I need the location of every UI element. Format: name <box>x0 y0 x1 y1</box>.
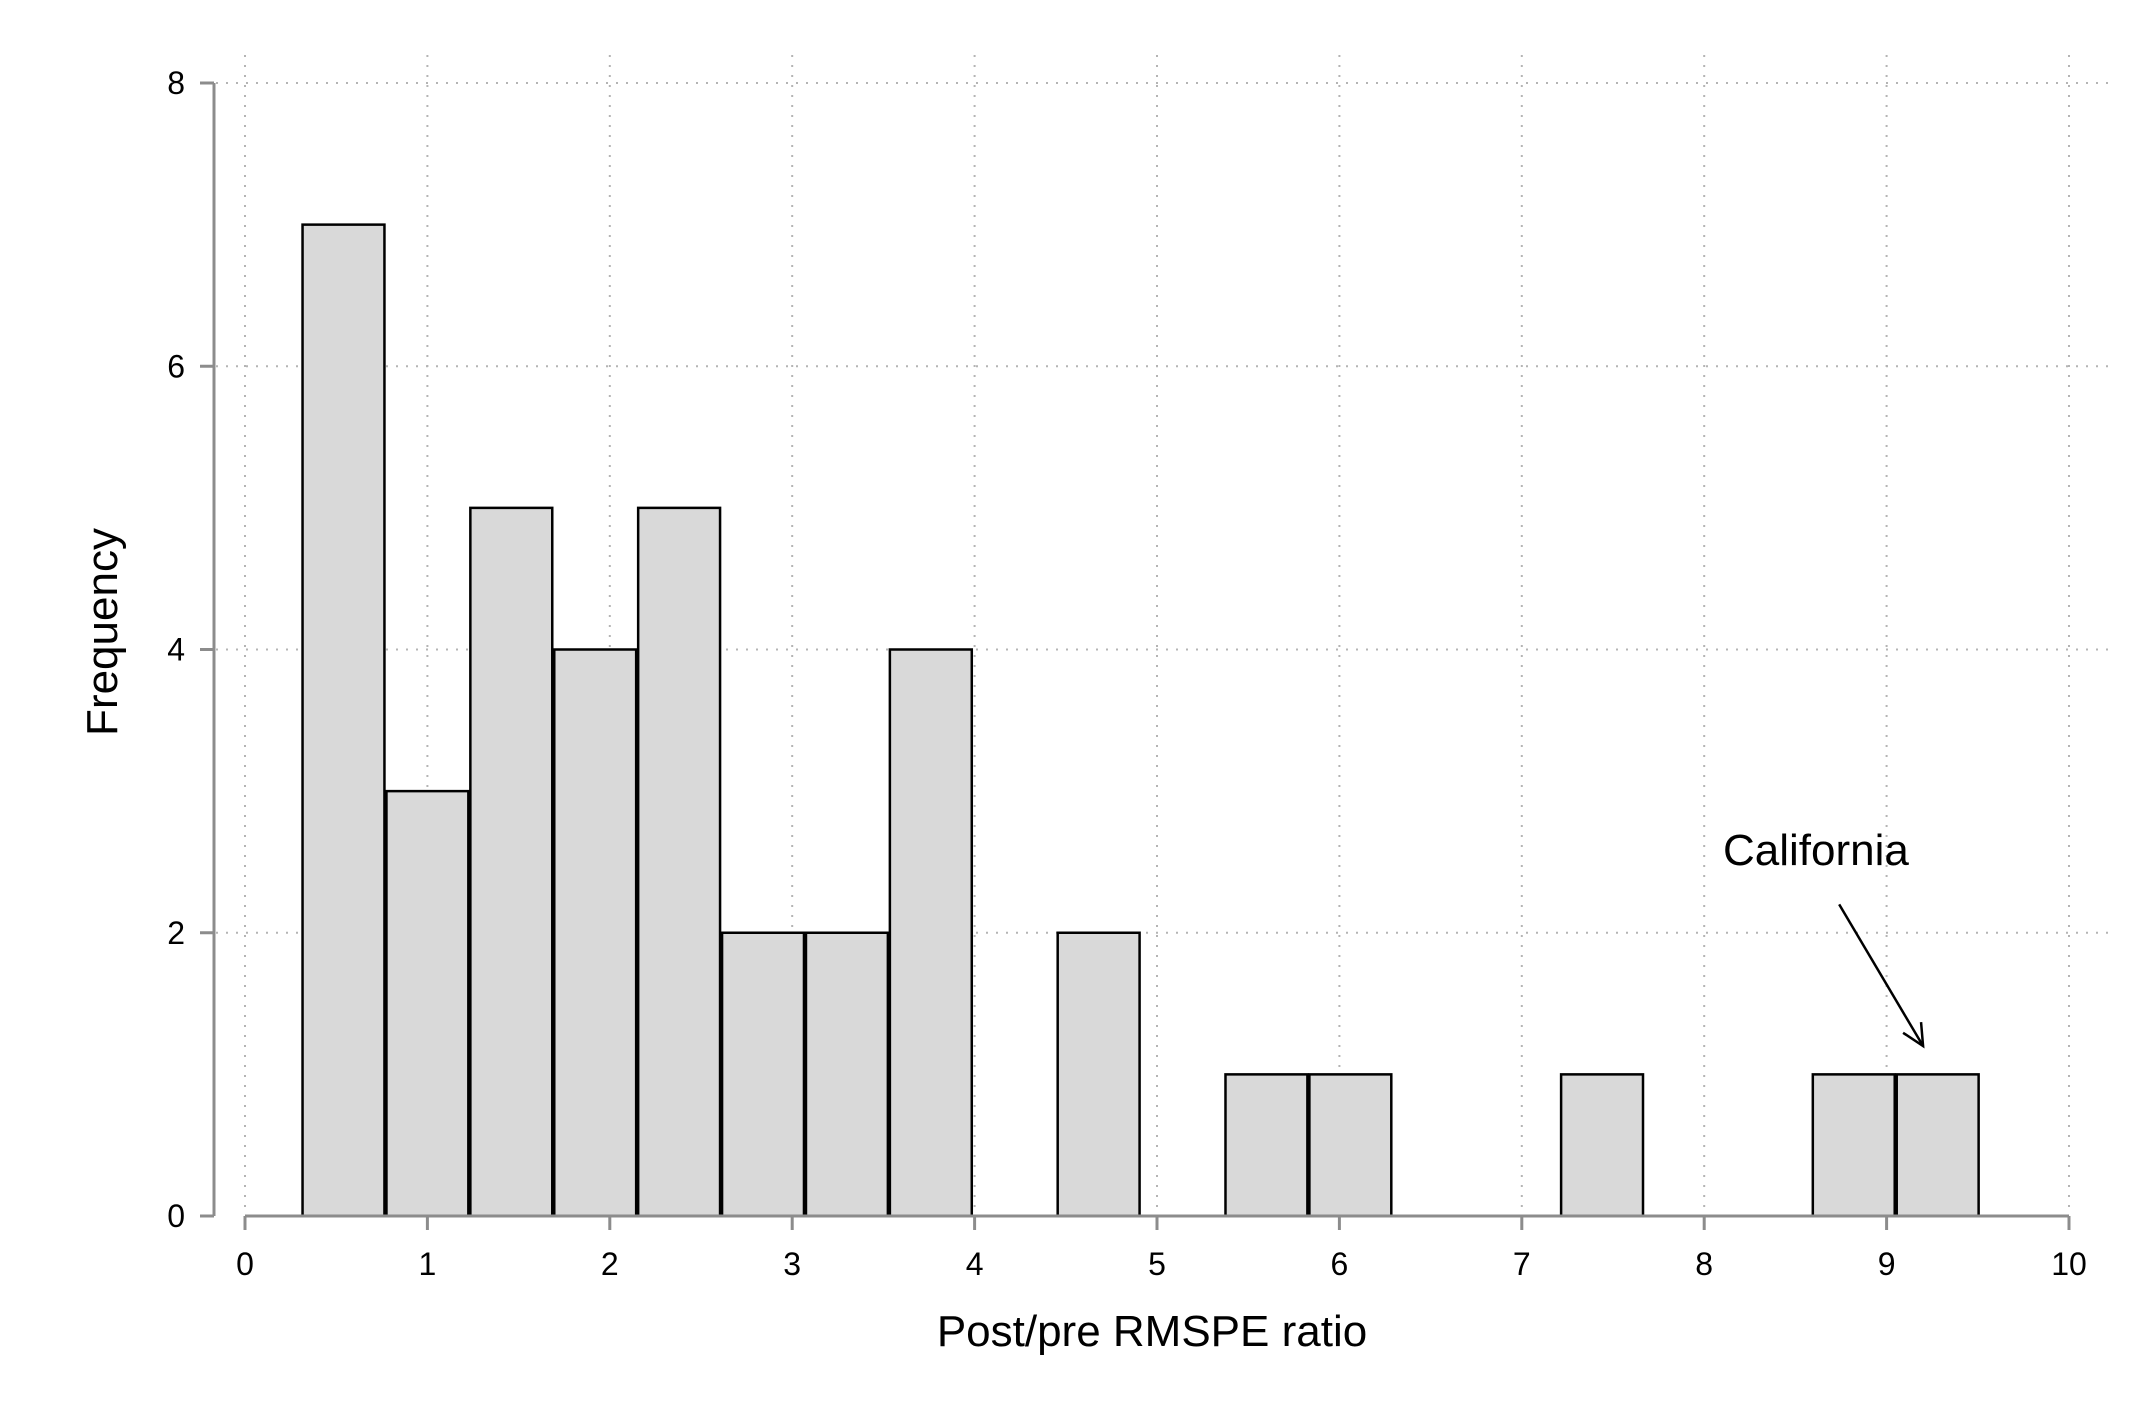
x-tick-label-3: 3 <box>783 1246 801 1282</box>
bar-13 <box>1895 1073 1980 1218</box>
x-axis-title: Post/pre RMSPE ratio <box>937 1307 1367 1356</box>
annotation-arrow <box>1838 903 1925 1047</box>
bar-8 <box>1056 931 1141 1218</box>
bars <box>301 223 1980 1218</box>
x-tick-label-7: 7 <box>1513 1246 1531 1282</box>
bar-5 <box>720 931 806 1218</box>
x-tick-label-1: 1 <box>419 1246 437 1282</box>
x-tick-label-2: 2 <box>601 1246 619 1282</box>
bar-9 <box>1224 1073 1309 1218</box>
tick-labels: 0 1 2 3 4 5 6 7 8 9 10 0 2 4 6 8 <box>167 65 2087 1282</box>
x-tick-label-8: 8 <box>1695 1246 1713 1282</box>
y-tick-label-3: 6 <box>167 348 185 384</box>
bar-2 <box>469 506 554 1218</box>
axes <box>200 81 2071 1230</box>
bar-11 <box>1559 1073 1645 1218</box>
bar-12 <box>1811 1073 1896 1218</box>
y-tick-label-0: 0 <box>167 1198 185 1234</box>
bar-7 <box>888 648 974 1218</box>
y-tick-label-4: 8 <box>167 65 185 101</box>
bar-3 <box>553 648 638 1218</box>
x-tick-label-5: 5 <box>1148 1246 1166 1282</box>
y-tick-label-2: 4 <box>167 632 185 668</box>
bar-10 <box>1308 1073 1393 1218</box>
x-tick-label-6: 6 <box>1331 1246 1349 1282</box>
x-tick-label-4: 4 <box>966 1246 984 1282</box>
x-tick-label-9: 9 <box>1878 1246 1896 1282</box>
bar-1 <box>385 789 470 1218</box>
bar-0 <box>301 223 386 1218</box>
bar-4 <box>636 506 722 1218</box>
annotation-arrowhead <box>1902 1022 1925 1049</box>
y-axis-title: Frequency <box>78 528 127 736</box>
bar-6 <box>804 931 890 1218</box>
x-tick-label-0: 0 <box>236 1246 254 1282</box>
california-annotation: California <box>1723 826 1925 1049</box>
x-tick-label-10: 10 <box>2051 1246 2087 1282</box>
annotation-label: California <box>1723 826 1909 875</box>
y-tick-label-1: 2 <box>167 915 185 951</box>
